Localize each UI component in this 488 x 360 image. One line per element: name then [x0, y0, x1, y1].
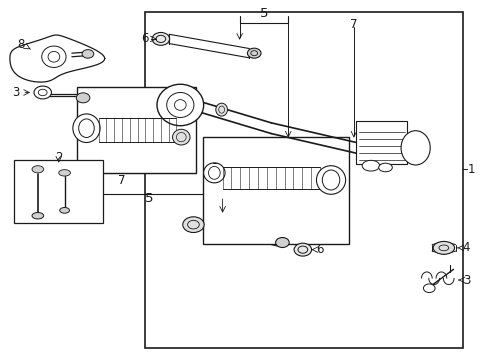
Ellipse shape — [316, 166, 345, 194]
Text: 5: 5 — [145, 193, 154, 206]
Bar — [144, 12, 462, 348]
Ellipse shape — [82, 50, 94, 58]
Ellipse shape — [157, 84, 203, 126]
Ellipse shape — [59, 170, 70, 176]
Text: 2: 2 — [55, 151, 62, 165]
Ellipse shape — [275, 238, 288, 248]
Text: 3: 3 — [462, 274, 470, 287]
Ellipse shape — [378, 163, 391, 172]
Bar — [356, 121, 407, 164]
Text: 3: 3 — [13, 86, 20, 99]
Ellipse shape — [362, 160, 379, 171]
Ellipse shape — [41, 46, 66, 67]
Text: 5: 5 — [259, 8, 267, 21]
Text: 4: 4 — [461, 241, 469, 255]
Text: 6: 6 — [316, 243, 323, 256]
Ellipse shape — [293, 243, 311, 256]
Ellipse shape — [60, 207, 69, 213]
Ellipse shape — [183, 217, 203, 233]
Text: 1: 1 — [467, 163, 475, 176]
Ellipse shape — [76, 93, 90, 103]
Text: 7: 7 — [118, 174, 125, 187]
Ellipse shape — [34, 86, 51, 99]
Bar — [77, 87, 196, 173]
Ellipse shape — [400, 131, 429, 165]
Ellipse shape — [73, 114, 100, 143]
Bar — [203, 137, 348, 244]
Ellipse shape — [203, 163, 224, 183]
Ellipse shape — [215, 103, 227, 116]
Ellipse shape — [152, 32, 169, 45]
Ellipse shape — [247, 48, 261, 58]
Ellipse shape — [172, 129, 190, 145]
Ellipse shape — [423, 284, 434, 293]
Text: 6: 6 — [141, 32, 148, 45]
Ellipse shape — [432, 242, 454, 254]
Ellipse shape — [32, 212, 43, 219]
Text: 8: 8 — [17, 39, 25, 51]
Text: 7: 7 — [349, 18, 357, 31]
Ellipse shape — [32, 166, 43, 173]
Polygon shape — [10, 35, 104, 82]
Bar — [14, 160, 103, 223]
